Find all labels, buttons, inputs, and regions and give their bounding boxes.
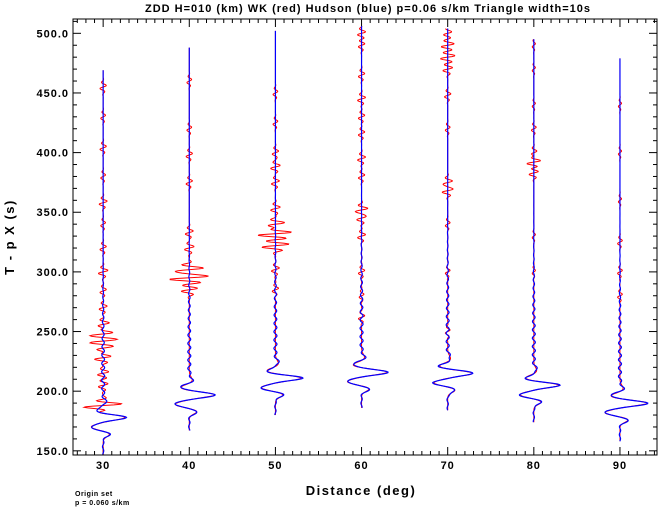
wk-trace-40 bbox=[169, 47, 216, 431]
x-tick-label: 80 bbox=[527, 460, 541, 472]
hudson-trace-50 bbox=[260, 30, 304, 416]
x-tick-label: 40 bbox=[182, 460, 196, 472]
wk-trace-70 bbox=[433, 28, 474, 411]
y-tick-label: 400.0 bbox=[36, 148, 69, 160]
y-tick-label: 150.0 bbox=[36, 446, 69, 458]
chart-title: ZDD H=010 (km) WK (red) Hudson (blue) p=… bbox=[145, 3, 591, 15]
wk-trace-30 bbox=[82, 70, 126, 455]
y-tick-label: 200.0 bbox=[36, 386, 69, 398]
x-tick-label: 70 bbox=[441, 460, 455, 472]
y-axis-label: T - p X (s) bbox=[2, 199, 17, 275]
wk-trace-80 bbox=[519, 39, 560, 423]
y-tick-label: 500.0 bbox=[36, 28, 69, 40]
x-tick-label: 90 bbox=[613, 460, 627, 472]
hudson-trace-80 bbox=[518, 39, 562, 423]
footer-p-note: p = 0.060 s/km bbox=[75, 500, 130, 507]
plot-frame bbox=[72, 18, 658, 456]
x-tick-label: 50 bbox=[268, 460, 282, 472]
axis-ticks: 30 40 50 60 70 80 90 150.0 200.0 250.0 300.0 350.0 4… bbox=[36, 19, 657, 472]
hudson-trace-70 bbox=[431, 28, 474, 411]
x-axis-label: Distance (deg) bbox=[306, 483, 417, 498]
hudson-trace-40 bbox=[174, 47, 216, 431]
y-tick-label: 350.0 bbox=[36, 207, 69, 219]
wk-trace-90 bbox=[604, 58, 649, 442]
x-tick-label: 60 bbox=[354, 460, 368, 472]
wk-trace-60 bbox=[346, 25, 388, 408]
footer-origin-note: Origin set bbox=[75, 491, 113, 498]
hudson-trace-30 bbox=[91, 70, 128, 455]
hudson-trace-60 bbox=[347, 26, 389, 408]
hudson-trace-90 bbox=[604, 58, 649, 442]
trace-group bbox=[82, 25, 649, 455]
wk-trace-50 bbox=[257, 30, 302, 416]
y-tick-label: 250.0 bbox=[36, 327, 69, 339]
y-tick-label: 300.0 bbox=[36, 267, 69, 279]
y-tick-label: 450.0 bbox=[36, 88, 69, 100]
x-tick-label: 30 bbox=[96, 460, 110, 472]
